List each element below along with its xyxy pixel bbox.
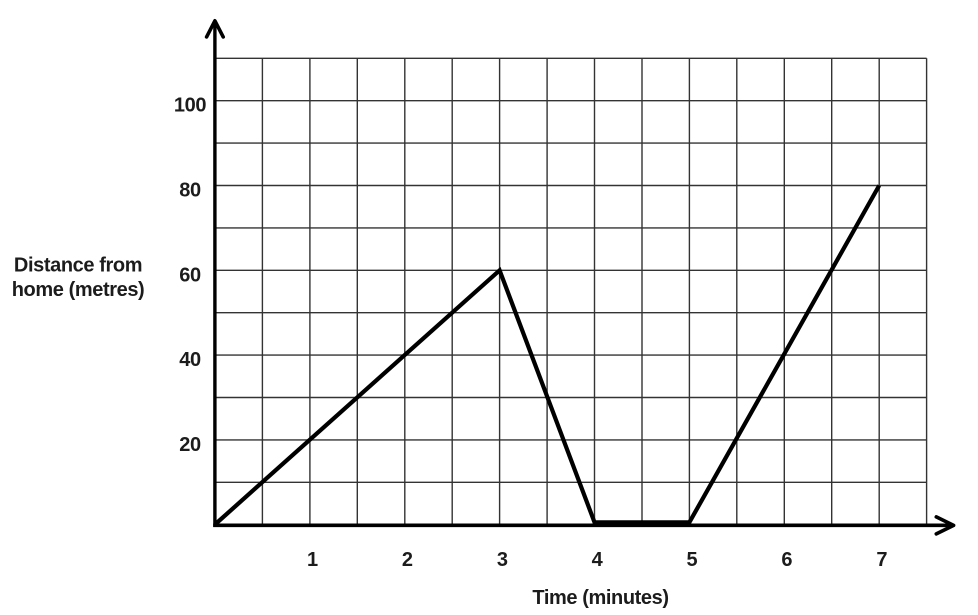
svg-text:5: 5 <box>687 549 698 571</box>
svg-text:1: 1 <box>307 549 318 571</box>
svg-text:7: 7 <box>876 549 887 571</box>
svg-text:2: 2 <box>402 549 413 571</box>
svg-text:Distance from: Distance from <box>14 255 142 277</box>
svg-text:40: 40 <box>179 349 201 371</box>
svg-text:3: 3 <box>497 549 508 571</box>
svg-text:60: 60 <box>179 264 201 286</box>
svg-text:home (metres): home (metres) <box>12 279 145 301</box>
svg-text:6: 6 <box>781 549 792 571</box>
svg-text:20: 20 <box>179 434 201 456</box>
svg-text:80: 80 <box>179 180 201 202</box>
svg-text:4: 4 <box>592 549 604 571</box>
svg-text:Time (minutes): Time (minutes) <box>532 587 668 609</box>
svg-text:100: 100 <box>174 95 206 117</box>
